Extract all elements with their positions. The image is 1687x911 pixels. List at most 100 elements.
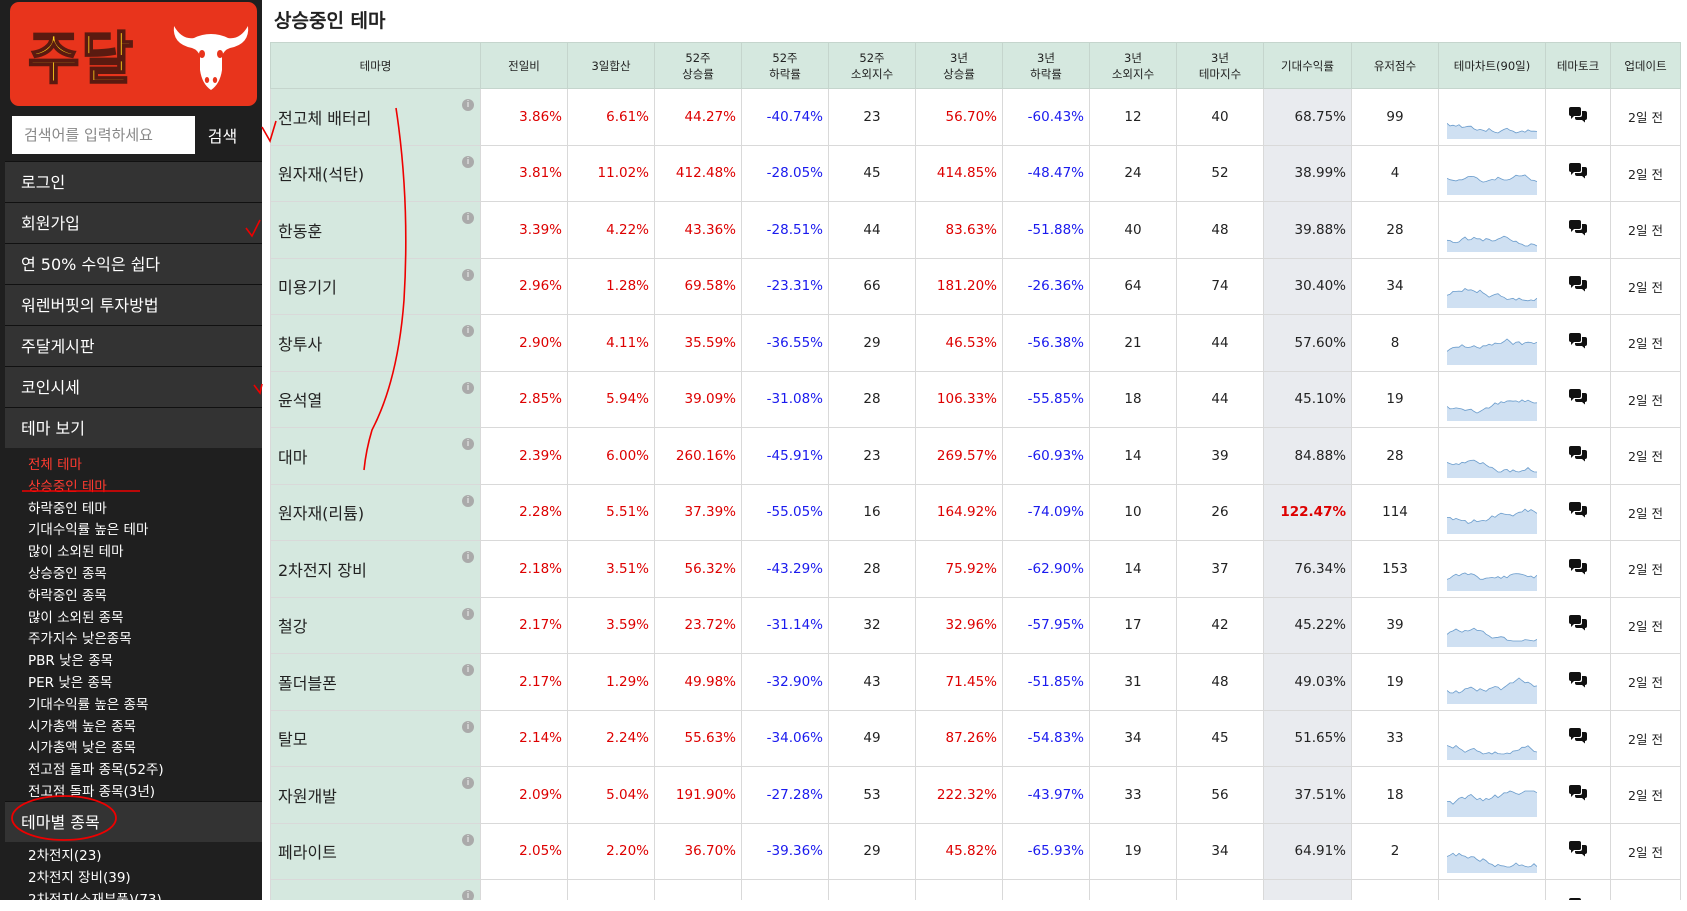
theme-talk-cell[interactable] bbox=[1546, 371, 1611, 428]
theme-name[interactable]: 원자재(리튬) bbox=[278, 504, 364, 523]
theme-talk-cell[interactable] bbox=[1546, 258, 1611, 315]
column-header[interactable]: 3일합산 bbox=[568, 43, 655, 89]
column-header[interactable]: 3년 상승률 bbox=[916, 43, 1003, 89]
theme-talk-cell[interactable] bbox=[1546, 654, 1611, 711]
chat-bubbles-icon[interactable] bbox=[1568, 728, 1588, 744]
theme-stock-item[interactable]: 2차전지(23) bbox=[28, 846, 162, 868]
theme-talk-cell[interactable] bbox=[1546, 145, 1611, 202]
theme-name[interactable]: 페라이트 bbox=[278, 843, 337, 862]
theme-name-cell[interactable]: 2차전지i bbox=[271, 880, 481, 901]
column-header[interactable]: 52주 하락률 bbox=[742, 43, 829, 89]
sub-menu-item[interactable]: 기대수익률 높은 테마 bbox=[28, 520, 164, 542]
chat-bubbles-icon[interactable] bbox=[1568, 785, 1588, 801]
theme-talk-cell[interactable] bbox=[1546, 597, 1611, 654]
column-header[interactable]: 3년 테마지수 bbox=[1177, 43, 1264, 89]
sub-menu-item[interactable]: 전고점 돌파 종목(52주) bbox=[28, 760, 164, 782]
theme-chart-cell[interactable] bbox=[1439, 767, 1546, 824]
column-header[interactable]: 테마차트(90일) bbox=[1439, 43, 1546, 89]
theme-name[interactable]: 2차전지 장비 bbox=[278, 561, 367, 580]
column-header[interactable]: 유저점수 bbox=[1352, 43, 1439, 89]
theme-talk-cell[interactable] bbox=[1546, 541, 1611, 598]
sub-menu-item[interactable]: 많이 소외된 종목 bbox=[28, 608, 164, 630]
chat-bubbles-icon[interactable] bbox=[1568, 107, 1588, 123]
column-header[interactable]: 기대수익률 bbox=[1264, 43, 1352, 89]
theme-talk-cell[interactable] bbox=[1546, 484, 1611, 541]
theme-chart-cell[interactable] bbox=[1439, 710, 1546, 767]
chat-bubbles-icon[interactable] bbox=[1568, 615, 1588, 631]
menu-signup[interactable]: 회원가입 bbox=[5, 202, 262, 243]
menu-buffett[interactable]: 워렌버핏의 투자방법 bbox=[5, 284, 262, 325]
theme-talk-cell[interactable] bbox=[1546, 428, 1611, 485]
chat-bubbles-icon[interactable] bbox=[1568, 841, 1588, 857]
theme-name[interactable]: 윤석열 bbox=[278, 391, 322, 410]
theme-name[interactable]: 창투사 bbox=[278, 335, 322, 354]
sub-menu-item[interactable]: 많이 소외된 테마 bbox=[28, 542, 164, 564]
theme-chart-cell[interactable] bbox=[1439, 258, 1546, 315]
menu-coin[interactable]: 코인시세 bbox=[5, 366, 262, 407]
site-logo[interactable]: 주달 bbox=[10, 2, 257, 106]
info-icon[interactable]: i bbox=[462, 269, 474, 281]
menu-board[interactable]: 주달게시판 bbox=[5, 325, 262, 366]
theme-chart-cell[interactable] bbox=[1439, 541, 1546, 598]
chat-bubbles-icon[interactable] bbox=[1568, 163, 1588, 179]
sub-menu-item[interactable]: 전체 테마 bbox=[28, 455, 164, 477]
menu-theme-view[interactable]: 테마 보기 bbox=[5, 407, 262, 448]
sub-menu-item[interactable]: 기대수익률 높은 종목 bbox=[28, 695, 164, 717]
column-header[interactable]: 52주 소외지수 bbox=[829, 43, 916, 89]
info-icon[interactable]: i bbox=[462, 664, 474, 676]
theme-chart-cell[interactable] bbox=[1439, 89, 1546, 146]
theme-name[interactable]: 미용기기 bbox=[278, 278, 337, 297]
theme-name[interactable]: 대마 bbox=[278, 448, 307, 467]
chat-bubbles-icon[interactable] bbox=[1568, 220, 1588, 236]
chat-bubbles-icon[interactable] bbox=[1568, 333, 1588, 349]
theme-name[interactable]: 폴더블폰 bbox=[278, 674, 337, 693]
column-header[interactable]: 전일비 bbox=[481, 43, 568, 89]
theme-stock-item[interactable]: 2차전지(소재부품)(73) bbox=[28, 890, 162, 911]
sub-menu-item[interactable]: 하락중인 종목 bbox=[28, 586, 164, 608]
theme-chart-cell[interactable] bbox=[1439, 654, 1546, 711]
theme-talk-cell[interactable] bbox=[1546, 710, 1611, 767]
info-icon[interactable]: i bbox=[462, 156, 474, 168]
theme-chart-cell[interactable] bbox=[1439, 202, 1546, 259]
info-icon[interactable]: i bbox=[462, 99, 474, 111]
search-button[interactable]: 검색 bbox=[195, 116, 250, 154]
theme-name[interactable]: 철강 bbox=[278, 617, 307, 636]
theme-chart-cell[interactable] bbox=[1439, 315, 1546, 372]
theme-chart-cell[interactable] bbox=[1439, 823, 1546, 880]
theme-chart-cell[interactable] bbox=[1439, 371, 1546, 428]
info-icon[interactable]: i bbox=[462, 890, 474, 900]
theme-name[interactable]: 탈모 bbox=[278, 730, 307, 749]
info-icon[interactable]: i bbox=[462, 495, 474, 507]
column-header[interactable]: 52주 상승률 bbox=[655, 43, 742, 89]
theme-name-cell[interactable]: 폴더블폰 i bbox=[271, 654, 481, 711]
theme-stock-item[interactable]: 2차전지 장비(39) bbox=[28, 868, 162, 890]
column-header[interactable]: 3년 소외지수 bbox=[1090, 43, 1177, 89]
chat-bubbles-icon[interactable] bbox=[1568, 672, 1588, 688]
theme-name[interactable]: 원자재(석탄) bbox=[278, 165, 364, 184]
theme-talk-cell[interactable] bbox=[1546, 89, 1611, 146]
theme-name[interactable]: 한동훈 bbox=[278, 222, 322, 241]
info-icon[interactable]: i bbox=[462, 608, 474, 620]
theme-talk-cell[interactable] bbox=[1546, 823, 1611, 880]
sub-menu-item[interactable]: 시가총액 높은 종목 bbox=[28, 717, 164, 739]
column-header[interactable]: 테마토크 bbox=[1546, 43, 1611, 89]
info-icon[interactable]: i bbox=[462, 777, 474, 789]
column-header[interactable]: 업데이트 bbox=[1611, 43, 1681, 89]
chat-bubbles-icon[interactable] bbox=[1568, 446, 1588, 462]
